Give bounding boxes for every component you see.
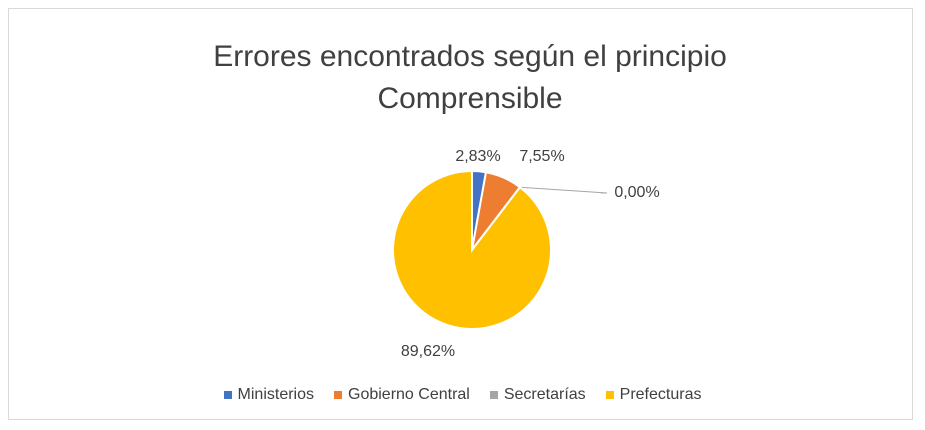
legend-label: Ministerios (237, 386, 314, 403)
legend-label: Secretarías (503, 386, 586, 403)
data-label: 2,83% (455, 148, 500, 165)
data-label: 89,62% (401, 343, 455, 360)
legend-swatch (605, 391, 614, 399)
legend: Ministerios Gobierno Central Secretarías Pr… (0, 386, 925, 404)
legend-swatch (334, 391, 342, 399)
legend-label: Gobierno Central (348, 386, 470, 403)
legend-swatch (223, 391, 232, 399)
data-label: 7,55% (519, 148, 564, 165)
data-label: 0,00% (614, 184, 659, 201)
leader-line (519, 186, 608, 194)
legend-item: Prefecturas (605, 386, 702, 404)
pie-slice (392, 169, 552, 330)
legend-item: Secretarías (489, 386, 586, 404)
legend-label: Prefecturas (619, 386, 702, 403)
legend-item: Gobierno Central (334, 386, 470, 404)
chart-title: Errores encontrados según el principio C… (213, 40, 727, 115)
legend-item: Ministerios (223, 386, 314, 404)
chart-frame (8, 8, 913, 420)
legend-swatch (489, 391, 498, 399)
